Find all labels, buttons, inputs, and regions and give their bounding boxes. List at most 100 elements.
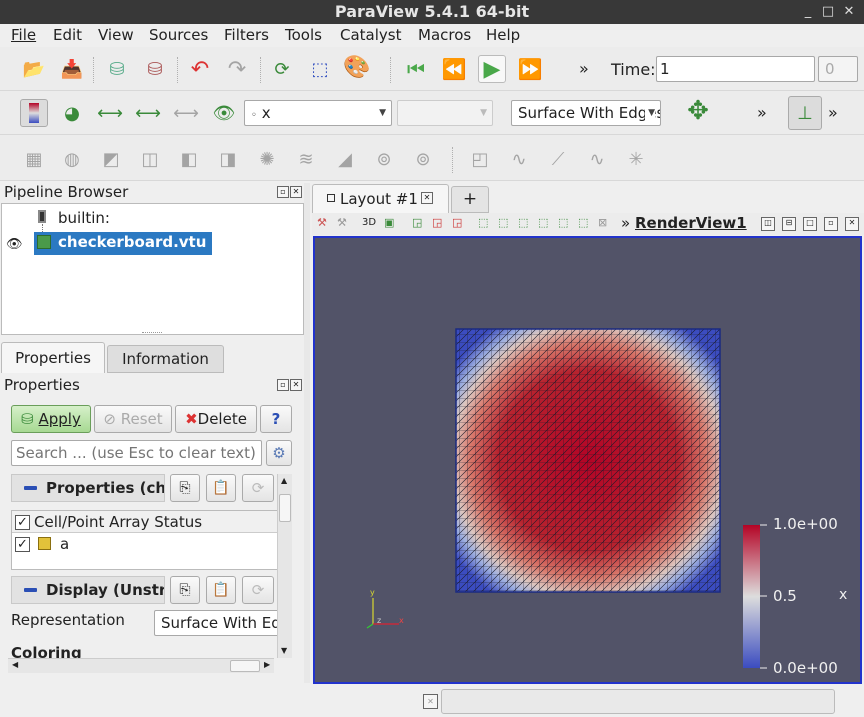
toggle-color-legend-icon[interactable]	[20, 99, 48, 127]
rescale-range-icon[interactable]: ⟷	[97, 102, 123, 124]
select-polygon-points-icon[interactable]: ⬚	[518, 216, 529, 229]
redo-icon[interactable]: ↷	[227, 56, 247, 82]
menu-catalyst[interactable]: Catalyst	[340, 26, 402, 44]
section-display-header[interactable]: Display (UnstructuredGridRepresentation)	[11, 576, 165, 604]
reset-button[interactable]: ⊘ Reset	[94, 405, 172, 433]
interactive-select-cell-icon[interactable]: ⬚	[538, 216, 549, 229]
calculator-icon[interactable]: ▦	[25, 148, 43, 170]
close-view-icon[interactable]: ✕	[845, 217, 859, 231]
select-polygon-cells-icon[interactable]: ⬚	[498, 216, 509, 229]
restore-defaults-icon[interactable]: ⟳	[242, 474, 274, 502]
split-vertical-icon[interactable]: ⊟	[782, 217, 796, 231]
color-array-combo[interactable]: ◦ x ▼	[244, 100, 392, 126]
stream-tracer-icon[interactable]: ≋	[298, 148, 314, 170]
help-button[interactable]: ?	[260, 405, 292, 433]
glyph-icon[interactable]: ✺	[259, 148, 275, 170]
screenshot-icon[interactable]: ▣	[384, 216, 395, 229]
plot-over-time-icon[interactable]: ∿	[589, 148, 605, 170]
threshold-icon[interactable]: ◧	[180, 148, 198, 170]
tab-properties[interactable]: Properties	[1, 342, 105, 373]
undock-icon[interactable]: ▫	[277, 186, 289, 198]
array-a-checkbox[interactable]: ✓	[15, 537, 30, 552]
close-panel-icon[interactable]: ✕	[290, 186, 302, 198]
close-window-button[interactable]: ✕	[843, 4, 855, 19]
find-data-icon[interactable]: ⬚	[311, 58, 329, 80]
interactive-select-point-icon[interactable]: ⬚	[558, 216, 569, 229]
delete-button[interactable]: ✖Delete	[175, 405, 257, 433]
properties-search-input[interactable]	[11, 440, 262, 466]
play-icon[interactable]: ▶	[478, 55, 506, 83]
view-toolbar-overflow[interactable]: »	[621, 214, 631, 232]
python-shell-icon[interactable]: ✳	[628, 148, 644, 170]
add-layout-tab-button[interactable]: +	[451, 186, 489, 213]
maximize-button[interactable]: □	[821, 4, 835, 19]
copy-display-icon[interactable]: ⎘	[170, 576, 200, 604]
advanced-settings-gear-icon[interactable]: ⚙	[266, 440, 292, 466]
splitter[interactable]	[304, 183, 310, 683]
hover-points-icon[interactable]: ⬚	[578, 216, 589, 229]
render-view[interactable]: 1.0e+00 0.5 0.0e+00 x y x z	[313, 236, 862, 684]
visibility-eye-icon[interactable]: 👁	[6, 237, 23, 252]
connect-server-icon[interactable]: ⛁	[109, 58, 125, 80]
menu-sources[interactable]: Sources	[149, 26, 209, 44]
pipeline-item-builtin[interactable]: builtin:	[58, 209, 110, 227]
menu-tools[interactable]: Tools	[285, 26, 322, 44]
apply-button[interactable]: ⛁ Apply	[11, 405, 91, 433]
contour-icon[interactable]: ◍	[64, 148, 80, 170]
copy-properties-icon[interactable]: ⎘	[170, 474, 200, 502]
warp-vector-icon[interactable]: ◢	[338, 148, 352, 170]
select-cells-through-icon[interactable]: ◲	[452, 216, 463, 229]
previous-frame-icon[interactable]: ⏪	[441, 57, 467, 81]
slice-icon[interactable]: ◫	[141, 148, 159, 170]
extract-subset-icon[interactable]: ◨	[219, 148, 237, 170]
rescale-visible-range-icon[interactable]: 👁	[212, 102, 236, 124]
properties-close-icon[interactable]: ✕	[290, 379, 302, 391]
menu-filters[interactable]: Filters	[224, 26, 269, 44]
menu-view[interactable]: View	[98, 26, 134, 44]
close-layout-icon[interactable]: ✕	[421, 192, 433, 204]
toolbar2-overflow[interactable]: »	[757, 103, 767, 122]
representation-select[interactable]: Surface With Edges	[154, 610, 277, 636]
show-orientation-axes-icon[interactable]: ⊥	[788, 96, 822, 130]
camera-undo-icon[interactable]: ⚒	[337, 216, 347, 229]
minimize-button[interactable]: _	[804, 4, 812, 19]
rescale-temporal-range-icon[interactable]: ⟷	[173, 102, 199, 124]
toolbar1-overflow[interactable]: »	[579, 59, 589, 78]
open-folder-icon[interactable]: 📂	[22, 58, 46, 80]
extract-selection-icon[interactable]: ◰	[471, 148, 489, 170]
group-datasets-icon[interactable]: ⊚	[376, 148, 392, 170]
select-all-checkbox[interactable]: ✓	[15, 515, 30, 530]
time-index-spinbox[interactable]: 0	[818, 56, 858, 82]
menu-macros[interactable]: Macros	[418, 26, 472, 44]
toggle-3d-button[interactable]: 3D	[362, 217, 377, 228]
rescale-custom-range-icon[interactable]: ⟷	[135, 102, 161, 124]
disconnect-server-icon[interactable]: ⛁	[147, 58, 163, 80]
reset-camera-icon[interactable]: ✥	[687, 96, 709, 126]
tab-information[interactable]: Information	[107, 345, 224, 373]
menu-help[interactable]: Help	[486, 26, 521, 44]
select-points-on-icon[interactable]: ◲	[432, 216, 443, 229]
load-state-icon[interactable]: 📥	[60, 58, 84, 80]
toolbar2-overflow-2[interactable]: »	[828, 103, 838, 122]
clip-icon[interactable]: ◩	[102, 148, 120, 170]
restore-display-defaults-icon[interactable]: ⟳	[242, 576, 274, 604]
first-frame-icon[interactable]: ⏮	[407, 57, 425, 81]
next-frame-icon[interactable]: ⏩	[517, 57, 543, 81]
color-component-combo[interactable]: ▼	[397, 100, 493, 126]
status-close-icon[interactable]: ✕	[423, 694, 438, 709]
clear-selection-icon[interactable]: ⊠	[598, 216, 608, 229]
undock-view-icon[interactable]: ▫	[824, 217, 838, 231]
properties-undock-icon[interactable]: ▫	[277, 379, 289, 391]
select-cells-on-icon[interactable]: ◲	[412, 216, 423, 229]
pipeline-item-checkerboard[interactable]: checkerboard.vtu	[34, 232, 212, 255]
horizontal-scroll-thumb[interactable]	[230, 660, 260, 672]
properties-horizontal-scrollbar[interactable]: ◀ ▶	[8, 658, 274, 673]
section-properties-header[interactable]: Properties (checkerboard.vtu)	[11, 474, 165, 502]
plot-over-line-icon[interactable]: ⟋	[551, 148, 565, 170]
maximize-view-icon[interactable]: □	[803, 217, 817, 231]
select-points-through-icon[interactable]: ⬚	[478, 216, 489, 229]
time-value-field[interactable]: 1	[656, 56, 815, 82]
split-horizontal-icon[interactable]: ◫	[761, 217, 775, 231]
menu-file[interactable]: File	[11, 26, 37, 44]
representation-combo[interactable]: Surface With Edges ▼	[511, 100, 661, 126]
